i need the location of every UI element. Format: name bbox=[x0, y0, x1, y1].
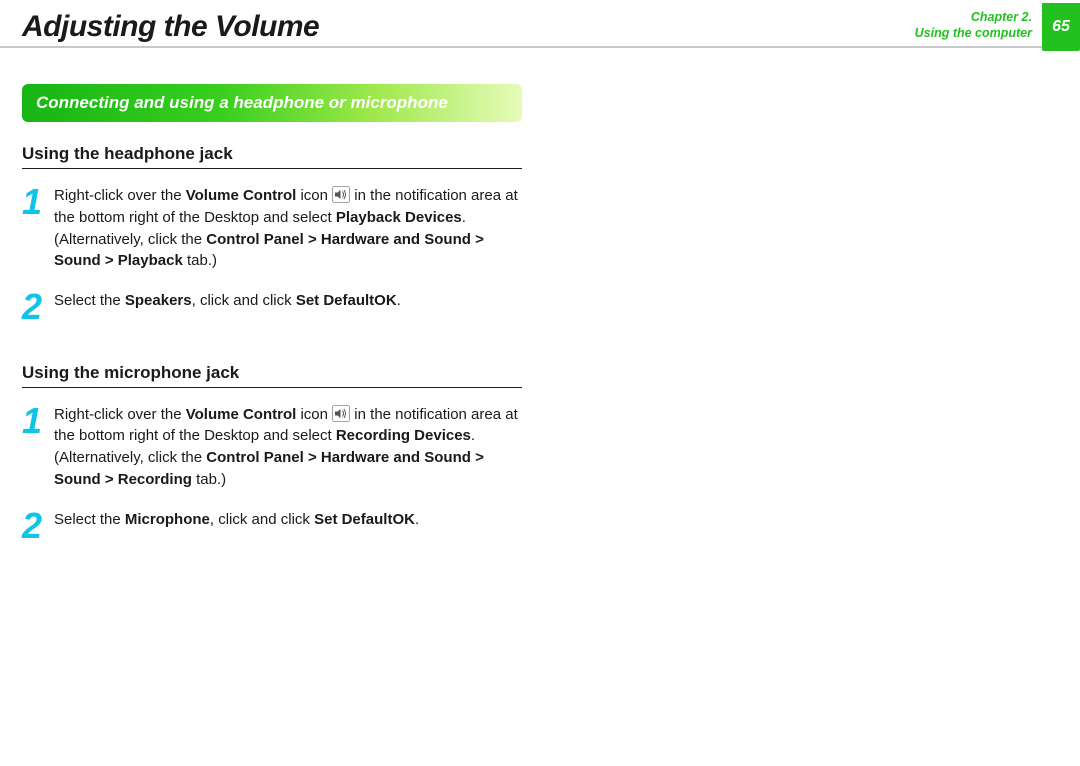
chapter-info: Chapter 2. Using the computer bbox=[915, 9, 1038, 46]
volume-icon bbox=[332, 186, 350, 203]
step: 1Right-click over the Volume Control ico… bbox=[22, 185, 532, 272]
step-number: 1 bbox=[22, 185, 52, 218]
step: 2Select the Speakers, click and click Se… bbox=[22, 290, 532, 323]
step-number: 1 bbox=[22, 404, 52, 437]
content-column: Connecting and using a headphone or micr… bbox=[0, 48, 560, 541]
step: 1Right-click over the Volume Control ico… bbox=[22, 404, 532, 491]
page-title: Adjusting the Volume bbox=[22, 10, 319, 46]
chapter-line: Using the computer bbox=[915, 25, 1032, 41]
subsection-title: Using the microphone jack bbox=[22, 363, 522, 388]
header-right: Chapter 2. Using the computer 65 bbox=[915, 8, 1080, 46]
subsection-title: Using the headphone jack bbox=[22, 144, 522, 169]
page-header: Adjusting the Volume Chapter 2. Using th… bbox=[0, 0, 1080, 48]
step: 2Select the Microphone, click and click … bbox=[22, 509, 532, 542]
subsection: Using the microphone jack 1Right-click ov… bbox=[22, 363, 538, 542]
step-number: 2 bbox=[22, 509, 52, 542]
step-text: Select the Microphone, click and click S… bbox=[52, 509, 419, 531]
step-number: 2 bbox=[22, 290, 52, 323]
step-text: Right-click over the Volume Control icon… bbox=[52, 185, 532, 272]
chapter-line: Chapter 2. bbox=[915, 9, 1032, 25]
page-number-badge: 65 bbox=[1042, 3, 1080, 51]
section-banner: Connecting and using a headphone or micr… bbox=[22, 84, 522, 122]
step-text: Right-click over the Volume Control icon… bbox=[52, 404, 532, 491]
step-text: Select the Speakers, click and click Set… bbox=[52, 290, 401, 312]
subsection: Using the headphone jack 1Right-click ove… bbox=[22, 144, 538, 323]
volume-icon bbox=[332, 405, 350, 422]
